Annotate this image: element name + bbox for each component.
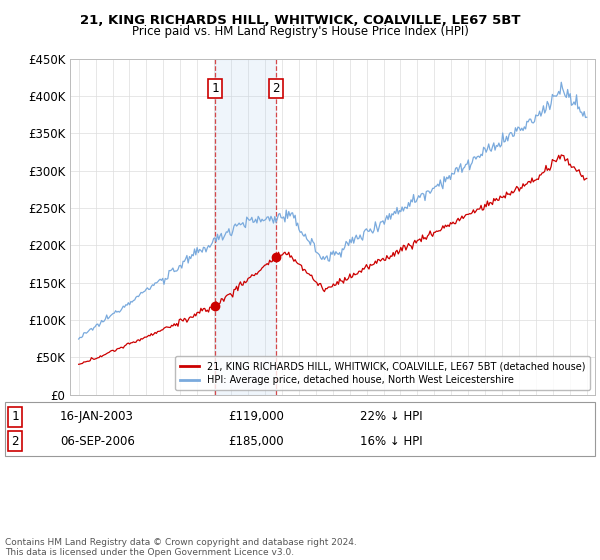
Text: 2: 2: [272, 82, 280, 95]
Text: 2: 2: [11, 435, 19, 447]
Text: 1: 1: [211, 82, 219, 95]
Text: 16-JAN-2003: 16-JAN-2003: [60, 410, 134, 423]
Bar: [215, 59, 277, 395]
Text: 22% ↓ HPI: 22% ↓ HPI: [360, 410, 422, 423]
Text: £185,000: £185,000: [228, 435, 284, 447]
Text: 16% ↓ HPI: 16% ↓ HPI: [360, 435, 422, 447]
Text: 1: 1: [11, 410, 19, 423]
Text: Price paid vs. HM Land Registry's House Price Index (HPI): Price paid vs. HM Land Registry's House …: [131, 25, 469, 38]
Text: £119,000: £119,000: [228, 410, 284, 423]
Legend: 21, KING RICHARDS HILL, WHITWICK, COALVILLE, LE67 5BT (detached house), HPI: Ave: 21, KING RICHARDS HILL, WHITWICK, COALVI…: [175, 356, 590, 390]
Text: 21, KING RICHARDS HILL, WHITWICK, COALVILLE, LE67 5BT: 21, KING RICHARDS HILL, WHITWICK, COALVI…: [80, 14, 520, 27]
Text: Contains HM Land Registry data © Crown copyright and database right 2024.
This d: Contains HM Land Registry data © Crown c…: [5, 538, 356, 557]
Text: 06-SEP-2006: 06-SEP-2006: [60, 435, 135, 447]
